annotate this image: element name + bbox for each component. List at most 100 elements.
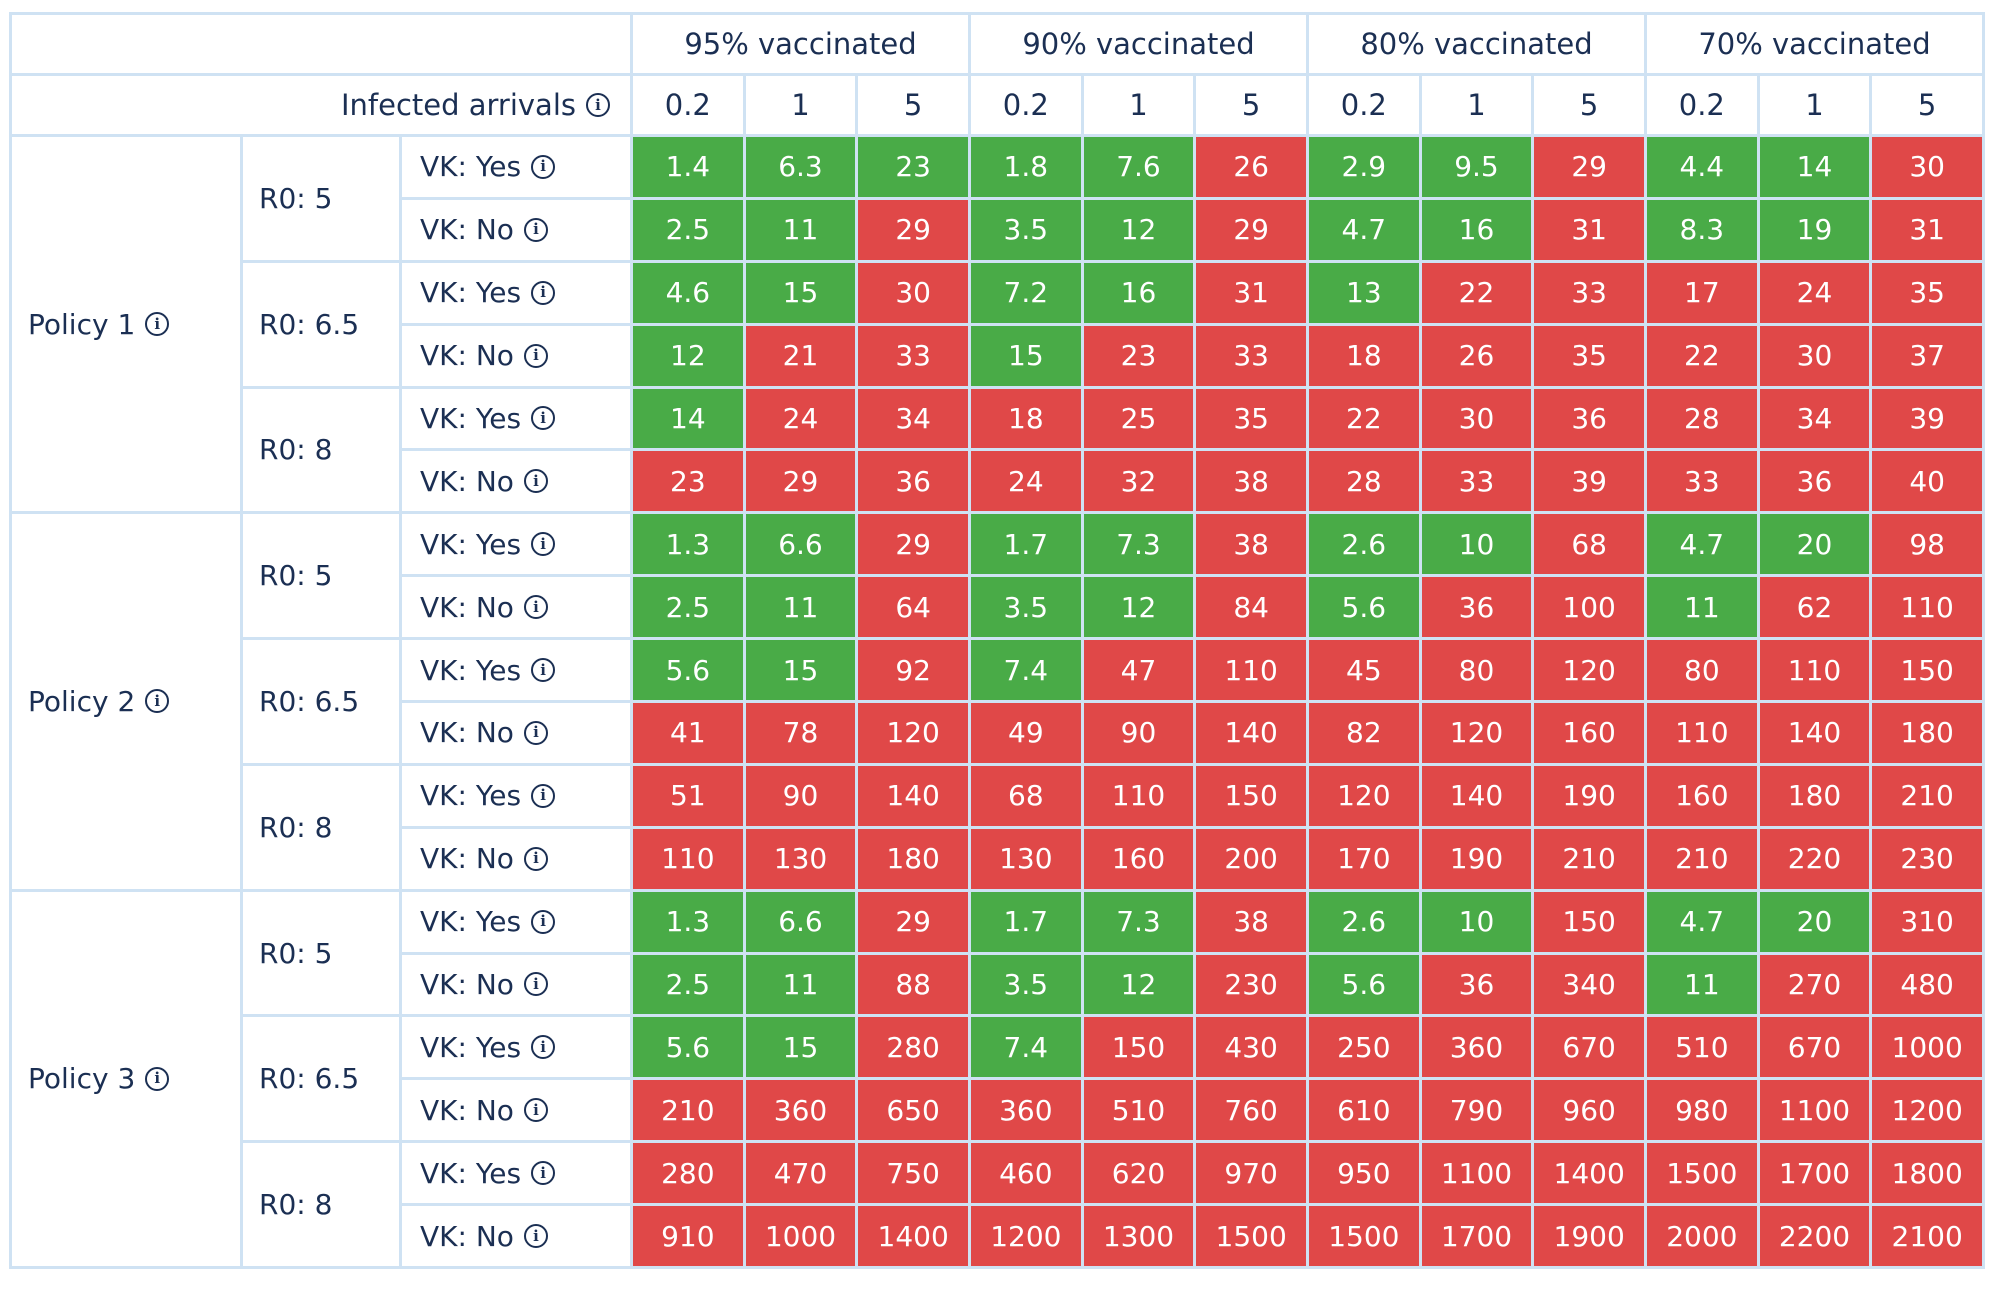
vk-name: VK: No xyxy=(420,339,514,373)
info-icon[interactable]: i xyxy=(531,658,556,683)
table-cell: 24 xyxy=(745,388,856,449)
table-cell: 4.6 xyxy=(633,262,743,323)
table-cell: 23 xyxy=(633,451,743,512)
info-icon[interactable]: i xyxy=(523,217,548,242)
info-icon[interactable]: i xyxy=(531,783,556,808)
info-icon[interactable]: i xyxy=(531,1035,556,1060)
r0-name: R0: 6.5 xyxy=(259,1062,360,1096)
table-cell: 2.5 xyxy=(633,954,743,1015)
table-cell: 36 xyxy=(1534,388,1644,449)
info-icon[interactable]: i xyxy=(531,154,556,179)
table-cell: 280 xyxy=(858,1017,968,1078)
table-cell: 26 xyxy=(1421,325,1532,386)
table-cell: 25 xyxy=(1083,388,1194,449)
info-icon[interactable]: i xyxy=(523,1224,548,1249)
table-cell: 14 xyxy=(1759,137,1870,197)
r0-label: R0: 5 xyxy=(243,514,399,638)
info-icon[interactable]: i xyxy=(531,1161,556,1186)
info-icon[interactable]: i xyxy=(523,1098,548,1123)
table-cell: 1.7 xyxy=(970,891,1081,952)
table-cell: 18 xyxy=(970,388,1081,449)
table-cell: 180 xyxy=(858,828,968,889)
table-cell: 64 xyxy=(858,577,968,638)
info-icon[interactable]: i xyxy=(523,469,548,494)
table-cell: 6.6 xyxy=(745,891,856,952)
table-cell: 120 xyxy=(1308,765,1419,826)
table-cell: 22 xyxy=(1421,262,1532,323)
table-cell: 3.5 xyxy=(970,577,1081,638)
table-cell: 30 xyxy=(1421,388,1532,449)
table-cell: 28 xyxy=(1308,451,1419,512)
info-icon[interactable]: i xyxy=(531,532,556,557)
table-cell: 33 xyxy=(1534,262,1644,323)
vk-label: VK: No i xyxy=(402,451,630,512)
table-cell: 950 xyxy=(1308,1143,1419,1204)
table-cell: 33 xyxy=(1421,451,1532,512)
table-cell: 620 xyxy=(1083,1143,1194,1204)
vk-name: VK: Yes xyxy=(420,653,522,687)
table-cell: 1700 xyxy=(1421,1206,1532,1266)
table-cell: 2100 xyxy=(1872,1206,1982,1266)
info-icon[interactable]: i xyxy=(145,312,170,337)
table-cell: 39 xyxy=(1534,451,1644,512)
info-icon[interactable]: i xyxy=(145,1066,170,1091)
table-cell: 1800 xyxy=(1872,1143,1982,1204)
info-icon[interactable]: i xyxy=(523,720,548,745)
table-cell: 20 xyxy=(1759,514,1870,575)
table-cell: 22 xyxy=(1646,325,1757,386)
info-icon[interactable]: i xyxy=(586,93,610,117)
table-cell: 120 xyxy=(1534,640,1644,700)
info-icon[interactable]: i xyxy=(145,689,170,714)
r0-label: R0: 5 xyxy=(243,137,399,260)
column-group-header: 70% vaccinated xyxy=(1646,15,1982,73)
table-cell: 150 xyxy=(1196,765,1306,826)
table-cell: 2.6 xyxy=(1308,891,1419,952)
table-cell: 11 xyxy=(745,199,856,260)
r0-label: R0: 8 xyxy=(243,765,399,889)
table-cell: 35 xyxy=(1196,388,1306,449)
table-cell: 760 xyxy=(1196,1080,1306,1141)
table-cell: 110 xyxy=(1759,640,1870,700)
info-icon[interactable]: i xyxy=(531,406,556,431)
table-cell: 1.3 xyxy=(633,514,743,575)
table-cell: 510 xyxy=(1646,1017,1757,1078)
table-cell: 33 xyxy=(1196,325,1306,386)
table-cell: 90 xyxy=(745,765,856,826)
table-cell: 7.6 xyxy=(1083,137,1194,197)
table-cell: 10 xyxy=(1421,514,1532,575)
table-cell: 80 xyxy=(1646,640,1757,700)
vk-name: VK: No xyxy=(420,1093,514,1127)
table-cell: 150 xyxy=(1872,640,1982,700)
table-cell: 170 xyxy=(1308,828,1419,889)
vk-label: VK: Yes i xyxy=(402,1143,630,1204)
info-icon[interactable]: i xyxy=(531,909,556,934)
policy-name: Policy 1 xyxy=(28,307,136,341)
r0-name: R0: 6.5 xyxy=(259,307,360,341)
sub-column-header: 1 xyxy=(1759,76,1870,134)
table-cell: 11 xyxy=(745,954,856,1015)
info-icon[interactable]: i xyxy=(523,595,548,620)
table-cell: 130 xyxy=(970,828,1081,889)
table-cell: 5.6 xyxy=(1308,954,1419,1015)
table-cell: 30 xyxy=(858,262,968,323)
table-cell: 80 xyxy=(1421,640,1532,700)
table-cell: 1.8 xyxy=(970,137,1081,197)
table-cell: 3.5 xyxy=(970,199,1081,260)
info-icon[interactable]: i xyxy=(523,972,548,997)
info-icon[interactable]: i xyxy=(531,280,556,305)
info-icon[interactable]: i xyxy=(523,846,548,871)
table-cell: 36 xyxy=(1421,577,1532,638)
infected-arrivals-label: Infected arrivals xyxy=(340,88,576,122)
table-cell: 37 xyxy=(1872,325,1982,386)
table-cell: 120 xyxy=(1421,703,1532,763)
table-cell: 4.7 xyxy=(1646,891,1757,952)
info-icon[interactable]: i xyxy=(523,343,548,368)
vk-label: VK: Yes i xyxy=(402,388,630,449)
table-cell: 270 xyxy=(1759,954,1870,1015)
vk-label: VK: No i xyxy=(402,828,630,889)
table-cell: 23 xyxy=(858,137,968,197)
table-cell: 2.6 xyxy=(1308,514,1419,575)
table-cell: 910 xyxy=(633,1206,743,1266)
table-cell: 1100 xyxy=(1759,1080,1870,1141)
table-cell: 62 xyxy=(1759,577,1870,638)
